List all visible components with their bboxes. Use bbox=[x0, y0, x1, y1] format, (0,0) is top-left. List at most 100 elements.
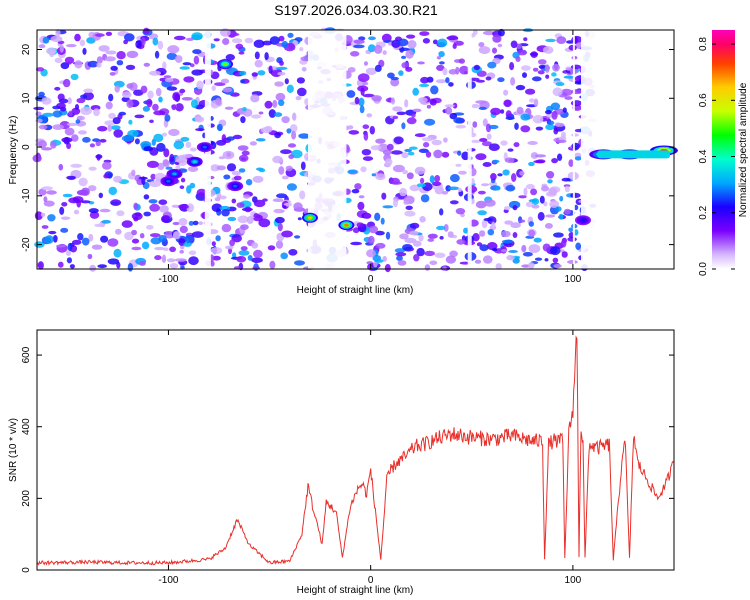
spectrogram-gap bbox=[581, 30, 598, 269]
spectrogram-blob bbox=[434, 175, 441, 183]
spectrogram-blob bbox=[446, 35, 459, 41]
spectrogram-feature bbox=[580, 218, 586, 222]
spectrogram-blob bbox=[352, 227, 360, 234]
spectrogram-blob bbox=[173, 35, 186, 41]
spectrogram-blob bbox=[127, 263, 134, 272]
spectrogram-feature bbox=[222, 62, 228, 66]
spectrogram-blob bbox=[405, 49, 414, 59]
spectrogram-blob bbox=[96, 62, 102, 68]
spectrogram-blob bbox=[178, 218, 188, 226]
spectrogram-blob bbox=[74, 60, 83, 69]
spectrogram-feature bbox=[202, 145, 207, 149]
spectrogram-blob bbox=[488, 124, 499, 130]
spectrogram-blob bbox=[162, 132, 167, 137]
spectrogram-blob bbox=[295, 96, 302, 101]
spectrogram-blob bbox=[459, 65, 470, 75]
snr-x-label: Height of straight line (km) bbox=[297, 585, 414, 596]
spectrogram-blob bbox=[441, 191, 449, 195]
spectrogram-blob bbox=[286, 128, 292, 134]
spectrogram-blob bbox=[175, 103, 184, 112]
spectrogram-blob bbox=[241, 150, 250, 156]
spectrogram-blob bbox=[98, 45, 110, 52]
spectrogram-blob bbox=[478, 190, 486, 195]
spectrogram-blob bbox=[76, 97, 86, 104]
spectrogram-blob bbox=[487, 61, 497, 69]
spectrogram-blob bbox=[277, 223, 283, 232]
spectrogram-blob bbox=[452, 102, 458, 109]
spectrogram-blob bbox=[288, 249, 298, 256]
spectrogram-blob bbox=[55, 244, 67, 248]
spectrogram-blob bbox=[159, 205, 169, 213]
spectrogram-blob bbox=[285, 165, 293, 172]
spectrogram-blob bbox=[433, 149, 443, 159]
spectrogram-blob bbox=[61, 137, 73, 143]
spectrogram-blob bbox=[93, 108, 100, 117]
spectrogram-blob bbox=[262, 40, 273, 46]
spectrogram-blob bbox=[395, 252, 407, 257]
spectrogram-blob bbox=[272, 99, 278, 108]
spectrogram-blob bbox=[42, 36, 50, 44]
spectrogram-blob bbox=[495, 186, 501, 191]
spectrogram-blob bbox=[157, 162, 165, 171]
spectrogram-blob bbox=[539, 195, 545, 204]
spectrogram-blob bbox=[431, 139, 443, 146]
spectrogram-blob bbox=[483, 255, 493, 264]
spectrogram-blob bbox=[275, 92, 286, 102]
spectrogram-blob bbox=[164, 77, 174, 83]
spectrogram-blob bbox=[88, 166, 97, 171]
spectrogram-blob bbox=[522, 252, 533, 257]
spectrogram-blob bbox=[538, 59, 547, 65]
spectrogram-blob bbox=[357, 73, 370, 82]
spectrogram-blob bbox=[497, 43, 503, 48]
spectrogram-blob bbox=[162, 159, 170, 166]
spectrogram-blob bbox=[500, 249, 508, 253]
spectrogram-blob bbox=[121, 135, 134, 142]
spectrogram-blob bbox=[43, 196, 48, 203]
spectrogram-blob bbox=[296, 77, 305, 84]
spectrogram-blob bbox=[416, 183, 426, 188]
spectrogram-blob bbox=[278, 99, 285, 107]
spectrogram-blob bbox=[515, 84, 526, 91]
spectrogram-blob bbox=[229, 239, 236, 247]
spectrogram-blob bbox=[424, 118, 436, 126]
spectrogram-blob bbox=[126, 50, 139, 59]
spectrogram-blob bbox=[401, 152, 409, 159]
spectrogram-blob bbox=[550, 102, 561, 111]
spectrogram-blob bbox=[254, 59, 263, 68]
spectrogram-blob bbox=[244, 206, 252, 213]
spectrogram-blob bbox=[479, 138, 488, 142]
spectrogram-blob bbox=[515, 56, 521, 62]
spectrogram-blob bbox=[174, 258, 187, 262]
spectrogram-blob bbox=[68, 110, 73, 117]
spectrogram-blob bbox=[564, 185, 570, 193]
spectrogram-blob bbox=[500, 140, 508, 146]
spectrogram-blob bbox=[371, 173, 376, 177]
spectrogram-blob bbox=[210, 247, 223, 255]
spectrogram-blob bbox=[149, 203, 160, 212]
spectrogram-blob bbox=[457, 187, 462, 192]
spectrogram-blob bbox=[560, 239, 567, 248]
spectrogram-blob bbox=[131, 229, 138, 236]
spectrogram-blob bbox=[420, 76, 430, 84]
spectrogram-blob bbox=[545, 110, 552, 115]
spectrogram-blob bbox=[268, 65, 273, 74]
spectrogram-blob bbox=[528, 262, 535, 269]
spectrogram-blob bbox=[125, 64, 136, 70]
spectrogram-blob bbox=[38, 124, 48, 130]
spectrogram-blob bbox=[518, 219, 526, 223]
spectrogram-blob bbox=[461, 151, 470, 161]
spectrogram-blob bbox=[227, 216, 237, 222]
spectrogram-blob bbox=[527, 141, 538, 145]
spectrogram-blob bbox=[541, 185, 549, 192]
spectrogram-blob bbox=[37, 261, 44, 270]
spectrogram-blob bbox=[153, 110, 166, 116]
colorbar-tick-label: 0.8 bbox=[698, 37, 709, 51]
spectrogram-blob bbox=[505, 116, 515, 120]
spectrogram-blob bbox=[67, 242, 73, 252]
spectrogram-blob bbox=[223, 174, 231, 180]
spectrogram-blob bbox=[568, 227, 574, 233]
spectrogram-blob bbox=[188, 220, 194, 226]
spectrogram-blob bbox=[110, 125, 121, 130]
x-tick-label: -100 bbox=[158, 274, 178, 285]
spectrogram-blob bbox=[366, 113, 373, 118]
